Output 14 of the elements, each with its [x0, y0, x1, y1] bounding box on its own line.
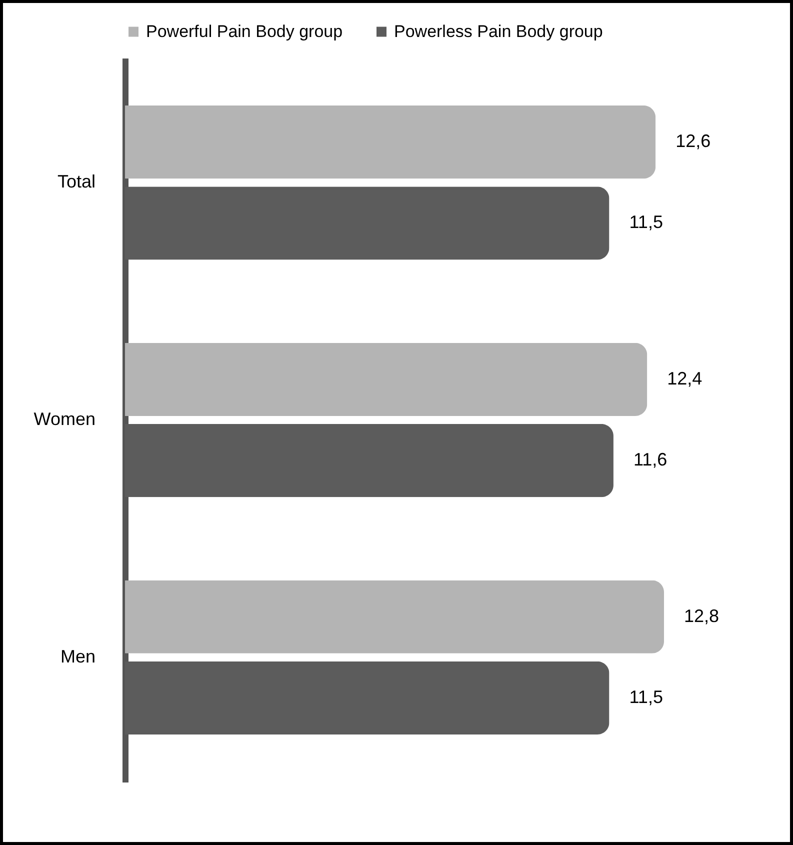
bar: [125, 342, 648, 416]
data-label: 11,6: [633, 450, 668, 470]
data-label: 11,5: [629, 212, 663, 232]
legend-label: Powerless Pain Body group: [394, 22, 603, 41]
bar: [125, 580, 664, 654]
data-label: 12,4: [667, 368, 702, 388]
y-tick-label: Women: [34, 409, 96, 429]
legend-label: Powerful Pain Body group: [146, 22, 343, 41]
data-label: 11,5: [629, 686, 663, 707]
y-tick-label: Total: [57, 172, 96, 192]
data-label: 12,8: [684, 606, 720, 626]
y-tick-label: Men: [60, 646, 96, 666]
bar: [125, 105, 656, 179]
data-label: 12,6: [676, 131, 711, 152]
